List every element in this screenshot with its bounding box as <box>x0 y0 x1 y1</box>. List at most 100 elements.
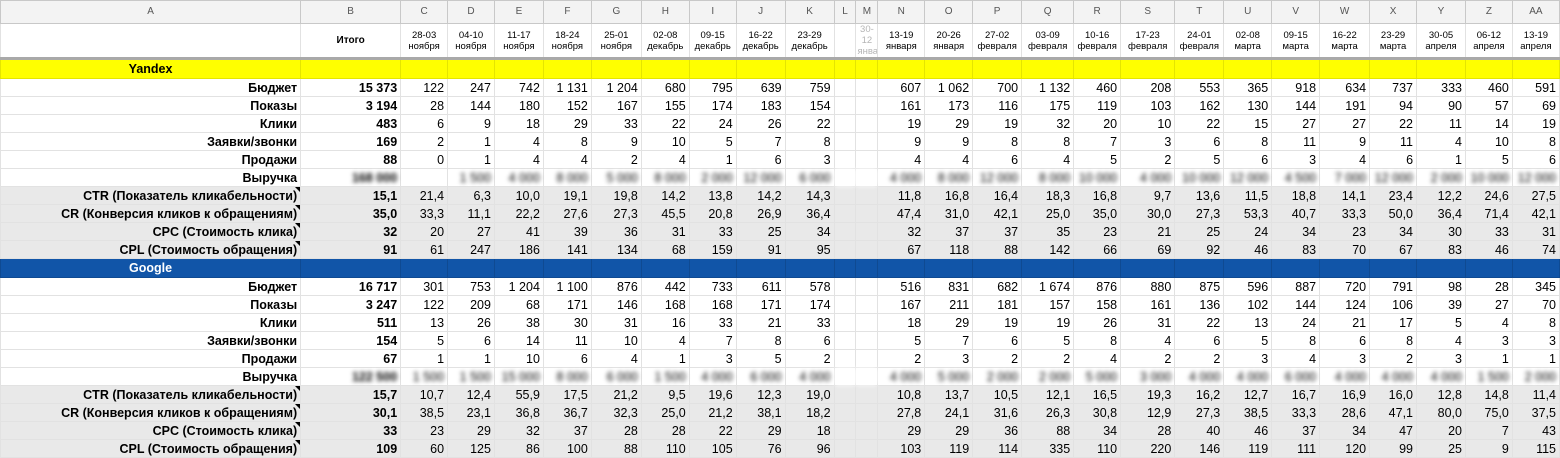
data-cell[interactable]: 95 <box>784 240 835 259</box>
row-total[interactable]: 122 500 <box>300 367 402 386</box>
row-label[interactable]: CPC (Стоимость клика) <box>0 421 302 440</box>
data-cell[interactable]: 3 000 <box>1120 367 1176 386</box>
row-label[interactable]: Бюджет <box>0 277 302 296</box>
data-cell[interactable]: 10 000 <box>1464 168 1513 187</box>
data-cell[interactable]: 791 <box>1369 277 1418 296</box>
data-cell[interactable]: 47,1 <box>1369 403 1418 422</box>
data-cell[interactable]: 25 <box>1416 439 1466 458</box>
section-fill-cell[interactable] <box>833 258 857 278</box>
section-fill-cell[interactable] <box>542 58 592 79</box>
data-cell[interactable]: 119 <box>924 439 974 458</box>
data-cell[interactable]: 55,9 <box>493 385 544 404</box>
section-fill-cell[interactable] <box>833 58 857 79</box>
data-cell[interactable] <box>833 313 857 332</box>
section-fill-cell[interactable] <box>1223 258 1273 278</box>
data-cell[interactable]: 8 <box>1369 331 1418 350</box>
data-cell[interactable]: 22,2 <box>493 204 544 223</box>
data-cell[interactable]: 18 <box>784 421 835 440</box>
data-cell[interactable]: 1 204 <box>590 78 642 97</box>
data-cell[interactable]: 152 <box>542 96 592 115</box>
data-cell[interactable]: 43 <box>1511 421 1560 440</box>
data-cell[interactable]: 69 <box>1120 240 1176 259</box>
data-cell[interactable]: 37 <box>542 421 592 440</box>
data-cell[interactable]: 88 <box>972 240 1023 259</box>
data-cell[interactable]: 13,6 <box>1174 186 1225 205</box>
data-cell[interactable]: 31,6 <box>972 403 1023 422</box>
data-cell[interactable]: 14,2 <box>640 186 690 205</box>
row-total[interactable]: 109 <box>300 439 402 458</box>
data-cell[interactable]: 2 <box>1120 150 1176 169</box>
data-cell[interactable]: 7 <box>1073 132 1122 151</box>
data-cell[interactable]: 27 <box>1271 114 1321 133</box>
data-cell[interactable]: 16,0 <box>1369 385 1418 404</box>
data-cell[interactable]: 8 000 <box>1021 168 1075 187</box>
section-fill-cell[interactable] <box>400 58 449 79</box>
data-cell[interactable]: 9 <box>877 132 926 151</box>
data-cell[interactable] <box>833 277 857 296</box>
section-fill-cell[interactable] <box>590 258 642 278</box>
period-header-cell[interactable]: 20-26 января <box>924 23 974 60</box>
data-cell[interactable]: 92 <box>1174 240 1225 259</box>
data-cell[interactable]: 345 <box>1511 277 1560 296</box>
data-cell[interactable]: 6 <box>1174 132 1225 151</box>
data-cell[interactable]: 70 <box>1319 240 1371 259</box>
section-fill-cell[interactable] <box>1416 258 1466 278</box>
data-cell[interactable] <box>855 204 879 223</box>
data-cell[interactable]: 37 <box>1271 421 1321 440</box>
data-cell[interactable]: 11,8 <box>877 186 926 205</box>
data-cell[interactable]: 4 500 <box>1271 168 1321 187</box>
row-total[interactable]: 15,1 <box>300 186 402 205</box>
data-cell[interactable]: 34 <box>1319 421 1371 440</box>
data-cell[interactable]: 5 000 <box>590 168 642 187</box>
section-fill-cell[interactable] <box>542 258 592 278</box>
data-cell[interactable] <box>833 439 857 458</box>
section-fill-cell[interactable] <box>1120 58 1176 79</box>
data-cell[interactable]: 20 <box>1416 421 1466 440</box>
data-cell[interactable] <box>855 240 879 259</box>
data-cell[interactable] <box>855 96 879 115</box>
data-cell[interactable]: 26,3 <box>1021 403 1075 422</box>
column-header-Z[interactable]: Z <box>1464 0 1513 24</box>
data-cell[interactable]: 460 <box>1073 78 1122 97</box>
row-total[interactable]: 3 194 <box>300 96 402 115</box>
data-cell[interactable]: 40,7 <box>1271 204 1321 223</box>
period-header-cell[interactable]: 24-01 февраля <box>1174 23 1225 60</box>
data-cell[interactable] <box>855 439 879 458</box>
data-cell[interactable]: 1 <box>1464 349 1513 368</box>
row-label[interactable]: CPC (Стоимость клика) <box>0 222 302 241</box>
column-header-A[interactable]: A <box>0 0 302 24</box>
data-cell[interactable]: 17 <box>1369 313 1418 332</box>
data-cell[interactable]: 99 <box>1369 439 1418 458</box>
data-cell[interactable]: 365 <box>1223 78 1273 97</box>
data-cell[interactable] <box>855 349 879 368</box>
data-cell[interactable]: 6 <box>972 331 1023 350</box>
period-header-cell[interactable]: 09-15 декабрь <box>688 23 737 60</box>
data-cell[interactable]: 10,5 <box>972 385 1023 404</box>
row-total[interactable]: 32 <box>300 222 402 241</box>
data-cell[interactable]: 4 000 <box>877 168 926 187</box>
section-fill-cell[interactable] <box>877 258 926 278</box>
data-cell[interactable] <box>855 186 879 205</box>
data-cell[interactable]: 100 <box>542 439 592 458</box>
data-cell[interactable]: 125 <box>447 439 495 458</box>
data-cell[interactable]: 130 <box>1223 96 1273 115</box>
data-cell[interactable]: 4 <box>1464 313 1513 332</box>
data-cell[interactable]: 876 <box>1073 277 1122 296</box>
data-cell[interactable]: 25 <box>1174 222 1225 241</box>
data-cell[interactable]: 1 500 <box>1464 367 1513 386</box>
section-fill-cell[interactable] <box>784 258 835 278</box>
data-cell[interactable]: 23,4 <box>1369 186 1418 205</box>
data-cell[interactable]: 12,7 <box>1223 385 1273 404</box>
row-label[interactable]: Выручка <box>0 168 302 187</box>
data-cell[interactable]: 3 <box>1271 150 1321 169</box>
data-cell[interactable]: 70 <box>1511 295 1560 314</box>
data-cell[interactable]: 875 <box>1174 277 1225 296</box>
data-cell[interactable]: 67 <box>1369 240 1418 259</box>
data-cell[interactable]: 7 <box>924 331 974 350</box>
data-cell[interactable]: 22 <box>688 421 737 440</box>
data-cell[interactable]: 19,8 <box>590 186 642 205</box>
data-cell[interactable]: 4 <box>493 132 544 151</box>
data-cell[interactable]: 27,5 <box>1511 186 1560 205</box>
period-header-cell[interactable]: 09-15 марта <box>1271 23 1321 60</box>
section-fill-cell[interactable] <box>1416 58 1466 79</box>
